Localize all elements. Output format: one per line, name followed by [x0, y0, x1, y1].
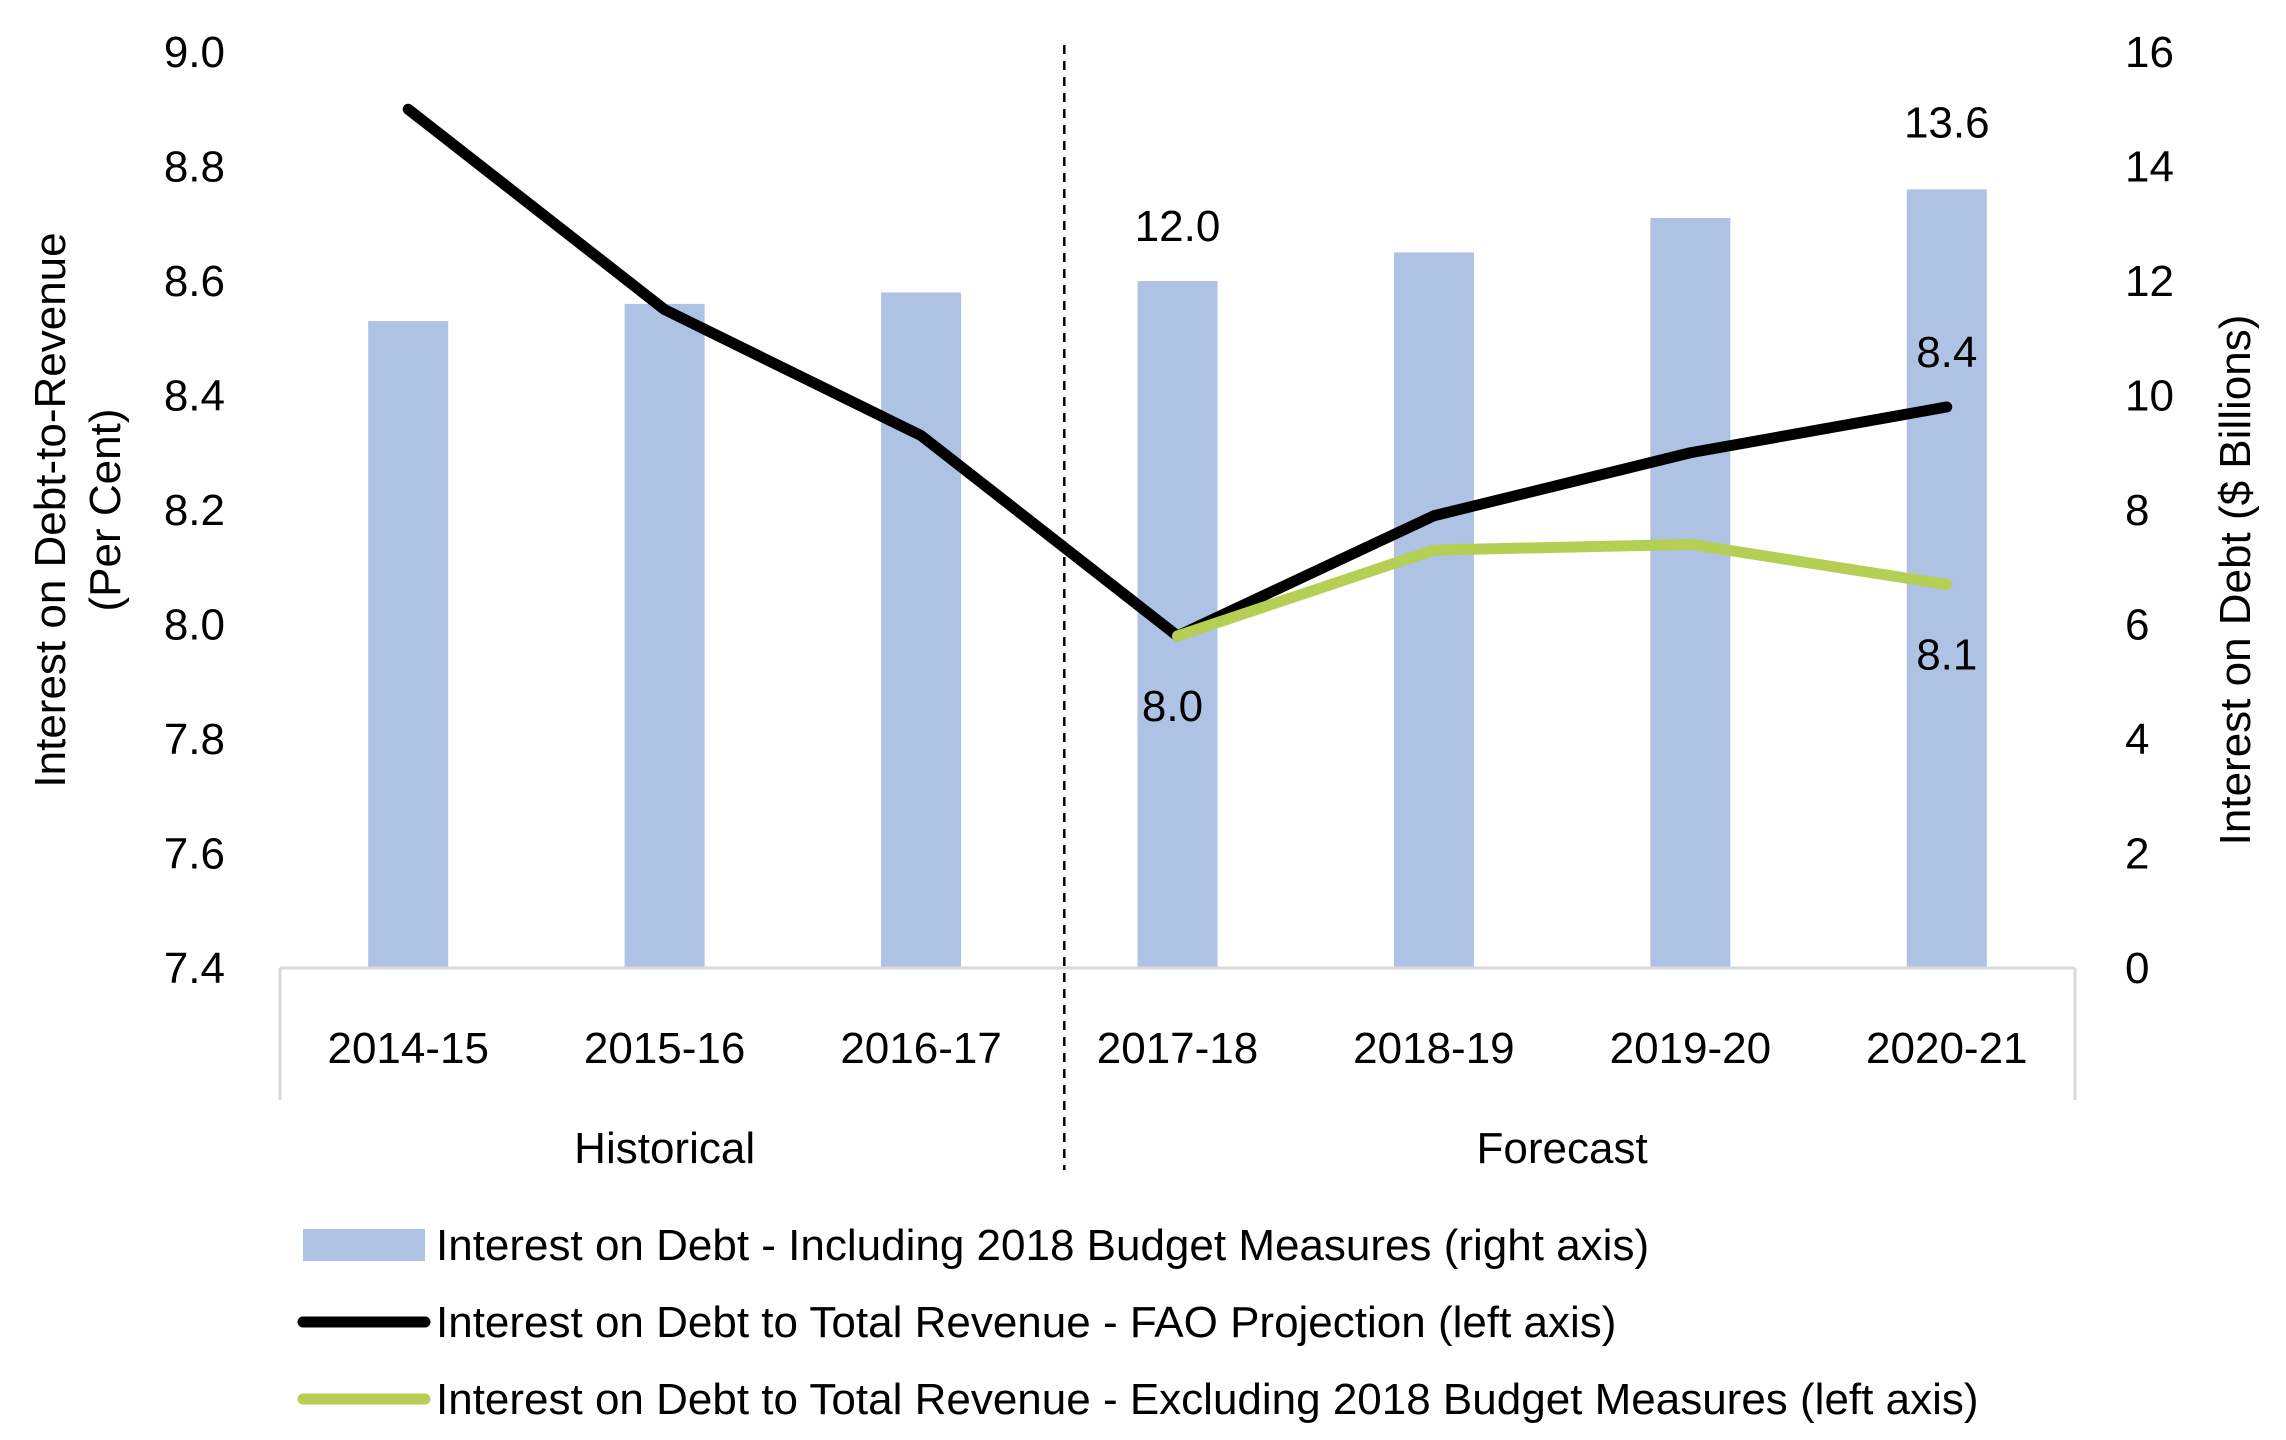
right-tick-label: 2	[2125, 830, 2149, 879]
data-label: 13.6	[1904, 98, 1990, 147]
category-label: 2020-21	[1866, 1024, 2027, 1073]
bars-layer	[368, 189, 1987, 968]
right-tick-label: 10	[2125, 372, 2174, 421]
left-tick-label: 8.0	[164, 601, 225, 650]
left-axis-title: Interest on Debt-to-Revenue (Per Cent)	[26, 232, 130, 787]
bar-2018-19	[1393, 252, 1474, 968]
bar-2014-15	[368, 321, 449, 968]
right-tick-label: 0	[2125, 944, 2149, 993]
left-tick-label: 9.0	[164, 28, 225, 77]
left-tick-label: 7.8	[164, 715, 225, 764]
legend-label: Interest on Debt to Total Revenue - FAO …	[436, 1298, 1616, 1347]
right-tick-label: 8	[2125, 486, 2149, 535]
right-axis-title: Interest on Debt ($ Billions)	[2211, 315, 2260, 846]
left-tick-label: 8.2	[164, 486, 225, 535]
right-tick-label: 6	[2125, 601, 2149, 650]
right-tick-label: 12	[2125, 257, 2174, 306]
right-tick-label: 16	[2125, 28, 2174, 77]
legend: Interest on Debt - Including 2018 Budget…	[297, 1221, 1979, 1424]
data-label: 12.0	[1135, 202, 1221, 251]
axes-layer: 9.08.88.68.48.28.07.87.67.41614121086420…	[26, 28, 2260, 1173]
data-labels-layer: 12.0 13.6 8.4 8.0 8.1	[1135, 98, 1990, 731]
legend-label: Interest on Debt to Total Revenue - Excl…	[436, 1375, 1979, 1424]
left-tick-label: 8.8	[164, 143, 225, 192]
bar-2016-17	[881, 292, 962, 968]
category-label: 2019-20	[1610, 1024, 1771, 1073]
left-tick-label: 8.4	[164, 372, 225, 421]
legend-label: Interest on Debt - Including 2018 Budget…	[436, 1221, 1649, 1270]
group-label-historical: Historical	[574, 1124, 755, 1173]
bar-2015-16	[624, 303, 705, 968]
line-excluding-budget-measures	[1172, 538, 1953, 642]
category-label: 2018-19	[1353, 1024, 1514, 1073]
category-label: 2017-18	[1097, 1024, 1258, 1073]
data-label: 8.0	[1142, 682, 1203, 731]
category-label: 2016-17	[840, 1024, 1001, 1073]
left-tick-label: 8.6	[164, 257, 225, 306]
bar-2019-20	[1650, 218, 1731, 968]
legend-swatch-bar	[303, 1229, 425, 1261]
lines-layer	[402, 103, 1953, 642]
right-tick-label: 4	[2125, 715, 2149, 764]
data-label: 8.1	[1916, 630, 1977, 679]
left-tick-label: 7.4	[164, 944, 225, 993]
data-label: 8.4	[1916, 328, 1977, 377]
right-tick-label: 14	[2125, 143, 2174, 192]
category-label: 2014-15	[327, 1024, 488, 1073]
category-label: 2015-16	[584, 1024, 745, 1073]
group-label-forecast: Forecast	[1477, 1124, 1648, 1173]
left-tick-label: 7.6	[164, 830, 225, 879]
